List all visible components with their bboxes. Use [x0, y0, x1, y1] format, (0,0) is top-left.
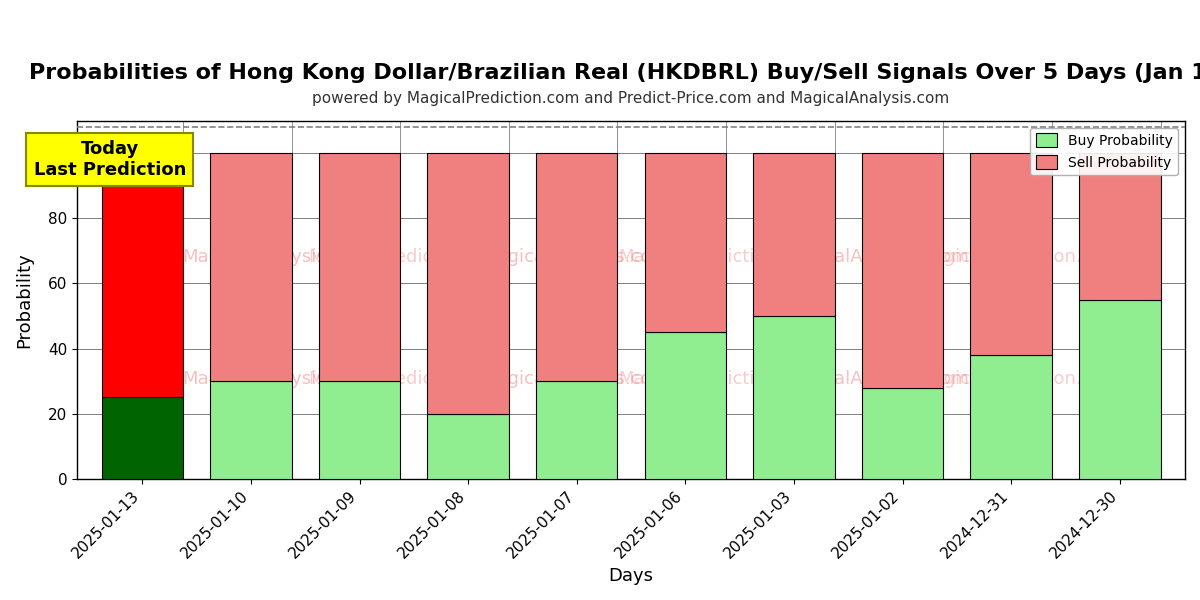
Text: MagicalAnalysis.com: MagicalAnalysis.com: [481, 370, 670, 388]
Title: Probabilities of Hong Kong Dollar/Brazilian Real (HKDBRL) Buy/Sell Signals Over : Probabilities of Hong Kong Dollar/Brazil…: [30, 63, 1200, 83]
Bar: [971, 355, 1052, 479]
Bar: [1079, 153, 1160, 300]
Bar: [644, 153, 726, 332]
Text: MagicalAnalysis.com: MagicalAnalysis.com: [481, 248, 670, 266]
Bar: [754, 153, 835, 316]
Text: MagicalPrediction.com: MagicalPrediction.com: [618, 248, 821, 266]
Text: MagicalPrediction.com: MagicalPrediction.com: [917, 248, 1121, 266]
Bar: [102, 153, 184, 397]
Bar: [536, 153, 618, 381]
Bar: [102, 397, 184, 479]
Bar: [210, 153, 292, 381]
Bar: [536, 381, 618, 479]
Text: Today
Last Prediction: Today Last Prediction: [34, 140, 186, 179]
Text: MagicalAnalysis.com: MagicalAnalysis.com: [781, 370, 968, 388]
X-axis label: Days: Days: [608, 567, 654, 585]
Bar: [644, 332, 726, 479]
Bar: [862, 153, 943, 388]
Legend: Buy Probability, Sell Probability: Buy Probability, Sell Probability: [1030, 128, 1178, 175]
Bar: [319, 381, 401, 479]
Text: MagicalAnalysis.com: MagicalAnalysis.com: [781, 248, 968, 266]
Text: MagicalAnalysis.com: MagicalAnalysis.com: [182, 370, 371, 388]
Y-axis label: Probability: Probability: [14, 252, 32, 347]
Bar: [319, 153, 401, 381]
Text: MagicalPrediction.com: MagicalPrediction.com: [618, 370, 821, 388]
Text: MagicalPrediction.com: MagicalPrediction.com: [917, 370, 1121, 388]
Bar: [754, 316, 835, 479]
Bar: [862, 388, 943, 479]
Text: MagicalPrediction.com: MagicalPrediction.com: [308, 370, 511, 388]
Text: MagicalPrediction.com: MagicalPrediction.com: [308, 248, 511, 266]
Bar: [427, 153, 509, 413]
Bar: [1079, 300, 1160, 479]
Bar: [971, 153, 1052, 355]
Text: MagicalAnalysis.com: MagicalAnalysis.com: [182, 248, 371, 266]
Bar: [427, 413, 509, 479]
Bar: [210, 381, 292, 479]
Text: powered by MagicalPrediction.com and Predict-Price.com and MagicalAnalysis.com: powered by MagicalPrediction.com and Pre…: [312, 91, 949, 106]
